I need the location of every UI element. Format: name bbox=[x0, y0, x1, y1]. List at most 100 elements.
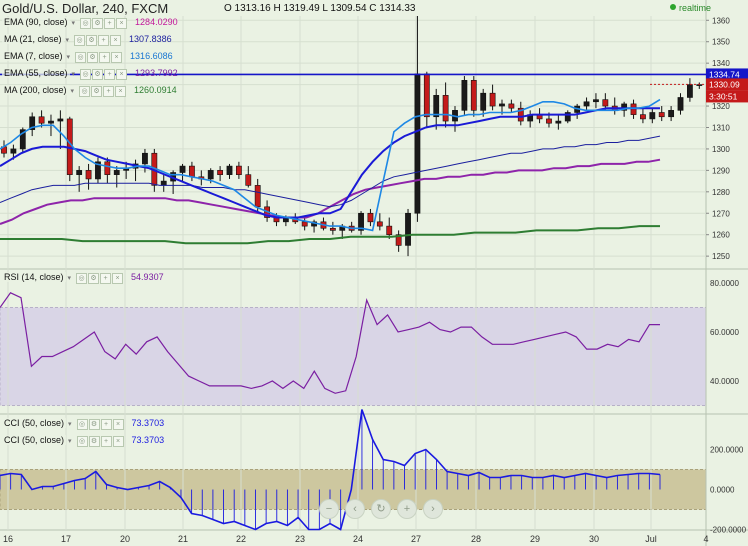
x-tick-label: 17 bbox=[61, 534, 71, 544]
visibility-icon[interactable]: ◎ bbox=[79, 86, 91, 97]
scroll-right-button[interactable]: › bbox=[423, 499, 443, 519]
bearish-candle bbox=[189, 165, 195, 178]
add-icon[interactable]: + bbox=[104, 18, 116, 29]
visibility-icon[interactable]: ◎ bbox=[76, 419, 88, 430]
bullish-candle bbox=[564, 112, 571, 122]
legend-rsi[interactable]: RSI (14, close) ▾ ◎ ⚙ + × 54.9307 bbox=[2, 272, 164, 286]
reset-button[interactable]: ↻ bbox=[371, 499, 391, 519]
symbol-title[interactable]: Gold/U.S. Dollar, 240, FXCM bbox=[2, 1, 169, 16]
legend-ema7[interactable]: EMA (7, close) ▾ ◎ ⚙ + × 1316.6086 bbox=[2, 51, 173, 65]
chevron-down-icon[interactable]: ▾ bbox=[70, 88, 75, 95]
settings-icon[interactable]: ⚙ bbox=[87, 52, 99, 63]
chevron-down-icon[interactable]: ▾ bbox=[71, 71, 76, 78]
bullish-candle bbox=[19, 129, 26, 150]
price-tick-label: 1260 bbox=[712, 231, 730, 240]
bullish-candle bbox=[621, 103, 628, 111]
add-icon[interactable]: + bbox=[100, 273, 112, 284]
bullish-candle bbox=[142, 152, 148, 165]
legend-ema90-value: 1284.0290 bbox=[135, 17, 178, 27]
candles bbox=[1, 16, 703, 257]
close-icon[interactable]: × bbox=[115, 86, 127, 97]
line-price-tag: 1334.74 bbox=[709, 69, 740, 79]
bullish-candle bbox=[358, 212, 364, 231]
chevron-down-icon[interactable]: ▾ bbox=[68, 421, 72, 428]
close-icon[interactable]: × bbox=[112, 419, 124, 430]
settings-icon[interactable]: ⚙ bbox=[92, 18, 104, 29]
x-tick-label: 24 bbox=[353, 534, 363, 544]
close-icon[interactable]: × bbox=[116, 18, 128, 29]
chevron-down-icon[interactable]: ▾ bbox=[71, 20, 76, 27]
close-icon[interactable]: × bbox=[110, 35, 122, 46]
chevron-down-icon[interactable]: ▾ bbox=[68, 438, 72, 445]
bearish-candle bbox=[301, 221, 308, 227]
bullish-candle bbox=[668, 110, 675, 118]
chevron-down-icon[interactable]: ▾ bbox=[66, 54, 71, 61]
legend-ma200-label: MA (200, close) bbox=[2, 85, 69, 95]
visibility-icon[interactable]: ◎ bbox=[75, 52, 87, 63]
price-tick-label: 1270 bbox=[712, 209, 730, 218]
price-tick-label: 1340 bbox=[712, 59, 730, 68]
last-price-tag-bg bbox=[706, 78, 748, 91]
add-icon[interactable]: + bbox=[99, 52, 111, 63]
scroll-left-button[interactable]: ‹ bbox=[345, 499, 365, 519]
last-price-tag: 1330.09 bbox=[709, 79, 740, 89]
x-tick-label: 30 bbox=[589, 534, 599, 544]
visibility-icon[interactable]: ◎ bbox=[76, 273, 88, 284]
settings-icon[interactable]: ⚙ bbox=[92, 69, 104, 80]
legend-ma200-value: 1260.0914 bbox=[134, 85, 177, 95]
cci-tick-label: 0.0000 bbox=[710, 486, 735, 495]
visibility-icon[interactable]: ◎ bbox=[80, 69, 92, 80]
bullish-candle bbox=[57, 118, 64, 122]
legend-cci-1-value: 73.3703 bbox=[131, 418, 165, 428]
bearish-candle bbox=[658, 112, 665, 118]
ma21-line bbox=[0, 107, 660, 219]
legend-ema55-label: EMA (55, close) bbox=[2, 68, 70, 78]
bearish-candle bbox=[602, 99, 609, 107]
settings-icon[interactable]: ⚙ bbox=[91, 86, 103, 97]
price-tick-label: 1350 bbox=[712, 38, 730, 47]
chevron-down-icon[interactable]: ▾ bbox=[67, 275, 72, 282]
add-icon[interactable]: + bbox=[100, 419, 112, 430]
legend-cci-1[interactable]: CCI (50, close) ▾ ◎ ⚙ + × 73.3703 bbox=[2, 418, 164, 432]
close-icon[interactable]: × bbox=[112, 436, 124, 447]
settings-icon[interactable]: ⚙ bbox=[88, 273, 100, 284]
bearish-candle bbox=[508, 103, 515, 109]
zoom-in-button[interactable]: + bbox=[397, 499, 417, 519]
add-icon[interactable]: + bbox=[98, 35, 110, 46]
close-icon[interactable]: × bbox=[116, 69, 128, 80]
rsi-line bbox=[0, 292, 660, 394]
bullish-candle bbox=[461, 80, 468, 111]
x-tick-label: 16 bbox=[3, 534, 13, 544]
settings-icon[interactable]: ⚙ bbox=[88, 419, 100, 430]
bearish-candle bbox=[329, 227, 336, 231]
legend-ema90[interactable]: EMA (90, close) ▾ ◎ ⚙ + × 1284.0290 bbox=[2, 17, 178, 31]
bearish-candle bbox=[442, 95, 449, 122]
cci-tick-label: 200.0000 bbox=[710, 446, 744, 455]
bullish-candle bbox=[583, 101, 590, 107]
add-icon[interactable]: + bbox=[103, 86, 115, 97]
legend-ema7-label: EMA (7, close) bbox=[2, 51, 65, 61]
settings-icon[interactable]: ⚙ bbox=[88, 436, 100, 447]
ema90-line bbox=[0, 135, 661, 208]
legend-cci-2[interactable]: CCI (50, close) ▾ ◎ ⚙ + × 73.3703 bbox=[2, 435, 164, 449]
bullish-candle bbox=[113, 170, 120, 175]
close-icon[interactable]: × bbox=[112, 273, 124, 284]
visibility-icon[interactable]: ◎ bbox=[74, 35, 86, 46]
bullish-candle bbox=[414, 73, 421, 214]
legend-ma21[interactable]: MA (21, close) ▾ ◎ ⚙ + × 1307.8386 bbox=[2, 34, 172, 48]
price-tick-label: 1310 bbox=[712, 123, 730, 132]
bullish-candle bbox=[649, 112, 656, 120]
legend-ma200[interactable]: MA (200, close) ▾ ◎ ⚙ + × 1260.0914 bbox=[2, 85, 177, 99]
zoom-out-button[interactable]: − bbox=[319, 499, 339, 519]
chevron-down-icon[interactable]: ▾ bbox=[65, 37, 70, 44]
bearish-candle bbox=[423, 73, 430, 118]
visibility-icon[interactable]: ◎ bbox=[80, 18, 92, 29]
close-icon[interactable]: × bbox=[111, 52, 123, 63]
legend-ma21-label: MA (21, close) bbox=[2, 34, 64, 44]
add-icon[interactable]: + bbox=[104, 69, 116, 80]
settings-icon[interactable]: ⚙ bbox=[86, 35, 98, 46]
legend-ema55[interactable]: EMA (55, close) ▾ ◎ ⚙ + × 1293.7992 bbox=[2, 68, 178, 82]
visibility-icon[interactable]: ◎ bbox=[76, 436, 88, 447]
add-icon[interactable]: + bbox=[100, 436, 112, 447]
